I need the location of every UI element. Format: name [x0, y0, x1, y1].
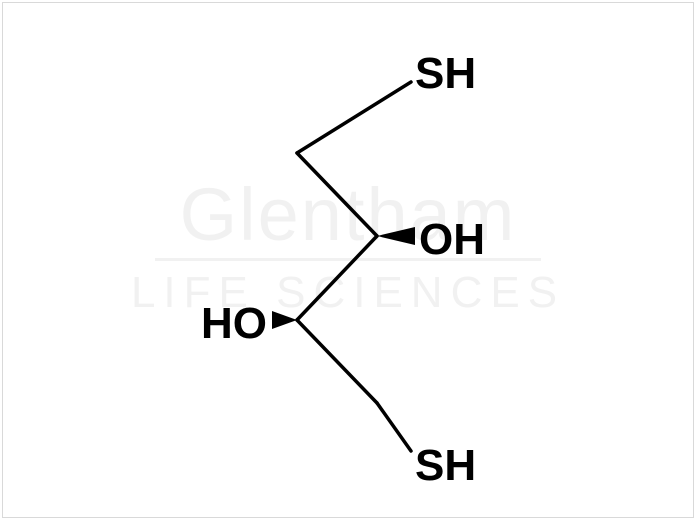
atom-label-sh-bottom: SH	[415, 444, 476, 488]
atom-label-sh-top: SH	[415, 52, 476, 96]
atom-label-ho-left: HO	[201, 302, 267, 346]
chemical-structure	[0, 0, 696, 520]
atom-label-oh-right: OH	[419, 218, 485, 262]
